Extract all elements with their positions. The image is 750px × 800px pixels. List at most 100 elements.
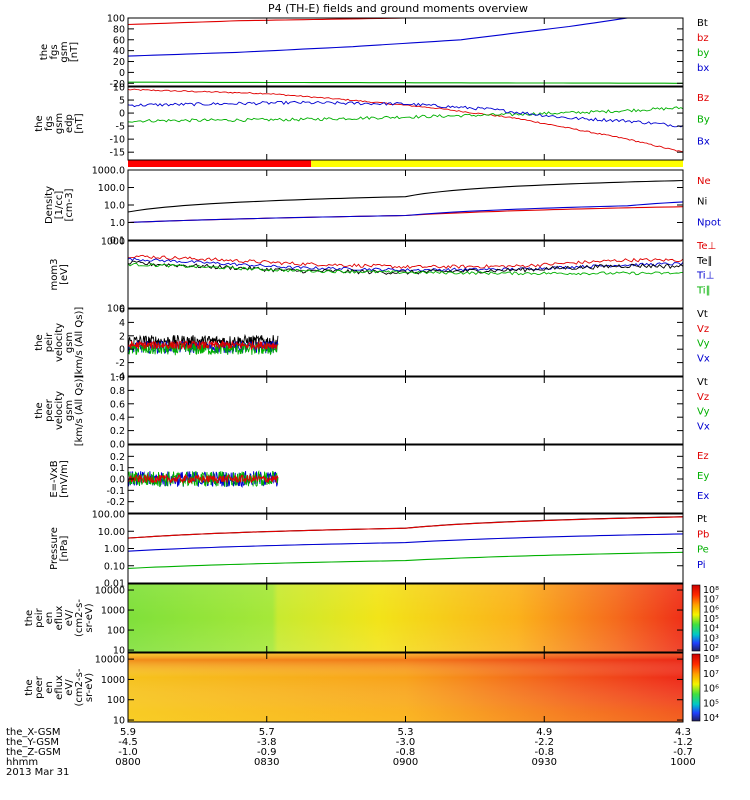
legend-label: Vz [697, 392, 709, 403]
y-axis-label: gsm [54, 113, 65, 134]
legend-label: Pt [697, 514, 707, 525]
y-tick-label: 100.0 [98, 183, 125, 194]
annotation-row-label: the_Y-GSM [6, 737, 59, 748]
annotation-value: 5.9 [120, 727, 136, 738]
series-Te⊥-line [128, 254, 683, 269]
y-axis-label: the [34, 115, 45, 131]
y-axis-label: [nT] [69, 42, 80, 62]
y-axis-label: edp [64, 114, 75, 133]
y-tick-label: 10 [113, 716, 125, 727]
y-axis-label: [nT] [74, 113, 85, 133]
legend-label: by [697, 48, 709, 59]
y-tick-label: 10 [113, 646, 125, 657]
y-axis-label: [mV/m] [59, 460, 70, 498]
annotation-value: 0930 [532, 757, 557, 768]
y-tick-label: 100 [107, 304, 125, 315]
y-tick-label: 1.0 [110, 373, 125, 384]
y-axis-label: peir [44, 332, 55, 352]
y-tick-label: 2 [119, 331, 125, 342]
y-tick-label: 10.0 [104, 201, 125, 212]
y-tick-label: 1.0 [110, 218, 125, 229]
y-tick-label: 1000 [101, 675, 125, 686]
y-axis-label: gsm [59, 41, 70, 62]
annotation-value: -0.8 [534, 747, 554, 758]
y-tick-label: 60 [113, 35, 125, 46]
y-tick-label: -4 [116, 372, 125, 383]
y-axis-label: eV/ [64, 679, 75, 696]
legend-label: By [697, 115, 710, 126]
y-tick-label: 0 [119, 345, 125, 356]
y-tick-label: 0 [119, 68, 125, 79]
series-bx-line [128, 18, 628, 57]
y-axis-label: gsm [64, 332, 75, 353]
legend-label: Ne [697, 176, 711, 187]
y-tick-label: -5 [116, 122, 125, 133]
y-axis-label: eV/ [64, 609, 75, 626]
panel-7: 0.20.10.0-0.1-0.2 E=-VxB [mV/m] Ez Ey Ex [49, 444, 709, 514]
y-tick-label: 0.1 [110, 463, 125, 474]
y-tick-label: 4 [119, 318, 125, 329]
legend-label: bx [697, 63, 709, 74]
annotation-value: 0830 [254, 757, 279, 768]
annotation-value: 1000 [670, 757, 695, 768]
y-axis-label: velocity [54, 391, 65, 430]
y-axis-label: [nPa] [59, 535, 70, 561]
spectrogram-shading [128, 653, 683, 722]
y-tick-label: -0.1 [106, 486, 125, 497]
legend-label: Vt [697, 377, 708, 388]
colorbar-label: 10⁵ [703, 614, 719, 625]
panel-10: 10⁸ 10⁷ 10⁶ 10⁵ 10⁴ 10000 1000 100 10 the peer en ef… [24, 652, 719, 727]
panel-frame [127, 17, 684, 87]
legend-label: Vx [697, 353, 710, 364]
y-axis-label: peer [44, 398, 55, 422]
y-axis-label: the [39, 44, 50, 60]
y-axis-label: en [44, 681, 55, 694]
y-axis-label: [km/s (All Qs)] [74, 375, 85, 447]
annotation-value: -3.0 [396, 737, 416, 748]
figure-title: P4 (TH-E) fields and ground moments over… [268, 2, 528, 15]
annotation-value: 4.9 [536, 727, 552, 738]
annotation-value: -1.2 [673, 737, 693, 748]
legend-label: Ni [697, 197, 707, 208]
colorbar-label: 10⁵ [703, 698, 719, 709]
y-tick-label: 1000 [101, 237, 125, 248]
y-axis-label: eflux [54, 675, 65, 700]
annotation-value: -4.5 [118, 737, 138, 748]
y-axis-label: the [34, 334, 45, 350]
panel-frame [127, 513, 684, 584]
colorbar-label: 10⁶ [703, 604, 719, 615]
legend-label: Ti⊥ [696, 271, 714, 282]
y-tick-label: -20 [109, 79, 125, 90]
y-tick-label: 6 [119, 305, 125, 316]
series-Vt-line [128, 333, 279, 349]
annotation-value: -2.2 [534, 737, 554, 748]
colorbar [691, 584, 701, 652]
y-axis-label: peer [34, 675, 45, 699]
series-Ti∥-line [128, 262, 683, 276]
annotation-row-label: the_X-GSM [6, 727, 60, 738]
panel-5: 6 4 2 0 -2 -4 the peir velocity gsm [km/s (All Qs)… [34, 305, 710, 383]
y-tick-label: 100 [107, 14, 125, 25]
series-Ez-line [128, 473, 279, 485]
y-axis-label: sr-eV) [84, 603, 95, 632]
y-axis-label: sr-eV) [84, 673, 95, 702]
y-tick-label: -0.2 [106, 497, 125, 508]
y-tick-label: -2 [116, 358, 125, 369]
y-tick-label: 0.6 [110, 399, 125, 410]
legend-label: Ti∥ [696, 285, 711, 296]
y-tick-label: 100.00 [92, 510, 125, 521]
y-tick-label: 10.00 [98, 527, 125, 538]
legend-label: Ey [697, 471, 709, 482]
y-tick-label: 0.0 [110, 440, 125, 451]
y-tick-label: 100 [107, 695, 125, 706]
legend-label: Bt [697, 18, 708, 29]
panel-frame [127, 86, 684, 161]
series-Te∥-line [128, 260, 683, 275]
mode-bar-segment [128, 160, 312, 167]
y-tick-label: 1000.0 [92, 166, 125, 177]
y-axis-label: (cm2-s- [74, 668, 85, 706]
panel-8: 100.00 10.00 1.00 0.10 0.01 Pressure [nPa] Pt Pb… [49, 510, 709, 590]
legend-label: Bz [697, 93, 709, 104]
